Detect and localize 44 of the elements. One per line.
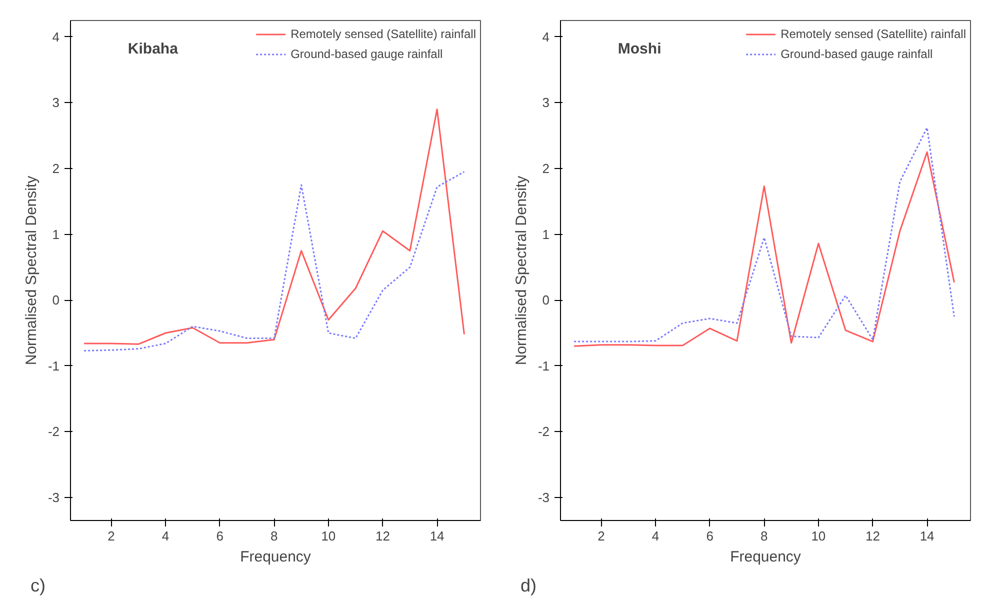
y-tick-label: 0 bbox=[542, 292, 550, 308]
y-tick-label: 1 bbox=[52, 226, 60, 242]
x-tick-label: 6 bbox=[706, 528, 714, 544]
x-tick-label: 6 bbox=[216, 528, 224, 544]
line-series bbox=[83, 108, 465, 345]
y-tick-label: -1 bbox=[48, 358, 60, 374]
x-tick-label: 4 bbox=[652, 528, 660, 544]
y-axis-title: Normalised Spectral Density bbox=[22, 175, 40, 366]
y-tick-label: -2 bbox=[48, 424, 60, 440]
text: d) bbox=[520, 576, 537, 596]
legend-label: Remotely sensed (Satellite) rainfall bbox=[290, 27, 476, 41]
x-tick-label: 10 bbox=[811, 528, 826, 544]
legend-label: Ground-based gauge rainfall bbox=[290, 47, 443, 61]
text: Kibaha bbox=[128, 40, 179, 58]
x-axis-title: Frequency bbox=[730, 548, 802, 566]
y-tick-label: -3 bbox=[48, 490, 60, 505]
x-tick-label: 4 bbox=[162, 528, 170, 544]
y-tick-label: 2 bbox=[52, 161, 60, 176]
x-tick-label: 14 bbox=[430, 528, 444, 544]
legend-label: Remotely sensed (Satellite) rainfall bbox=[780, 27, 966, 41]
y-tick-label: 3 bbox=[542, 95, 550, 110]
y-tick-label: 4 bbox=[52, 29, 60, 44]
text: c) bbox=[30, 576, 46, 596]
line-series bbox=[83, 171, 465, 352]
y-tick-label: 0 bbox=[52, 292, 60, 308]
x-tick-label: 14 bbox=[920, 528, 934, 544]
x-axis-title: Frequency bbox=[240, 548, 312, 566]
y-tick-label: -3 bbox=[538, 490, 550, 505]
legend-label: Ground-based gauge rainfall bbox=[780, 47, 933, 61]
y-tick-label: 4 bbox=[542, 29, 550, 44]
text: Moshi bbox=[618, 40, 662, 58]
y-tick-label: -2 bbox=[538, 424, 550, 440]
y-tick-label: 2 bbox=[542, 161, 550, 176]
x-tick-label: 8 bbox=[760, 528, 768, 544]
y-axis-title: Normalised Spectral Density bbox=[512, 175, 530, 366]
x-tick-label: 12 bbox=[376, 528, 390, 544]
x-tick-label: 2 bbox=[598, 528, 605, 544]
y-tick-label: -1 bbox=[538, 358, 550, 374]
x-tick-label: 12 bbox=[866, 528, 880, 544]
x-tick-label: 2 bbox=[108, 528, 115, 544]
x-tick-label: 8 bbox=[270, 528, 278, 544]
y-tick-label: 3 bbox=[52, 95, 60, 110]
x-tick-label: 10 bbox=[321, 528, 336, 544]
y-tick-label: 1 bbox=[542, 226, 550, 242]
